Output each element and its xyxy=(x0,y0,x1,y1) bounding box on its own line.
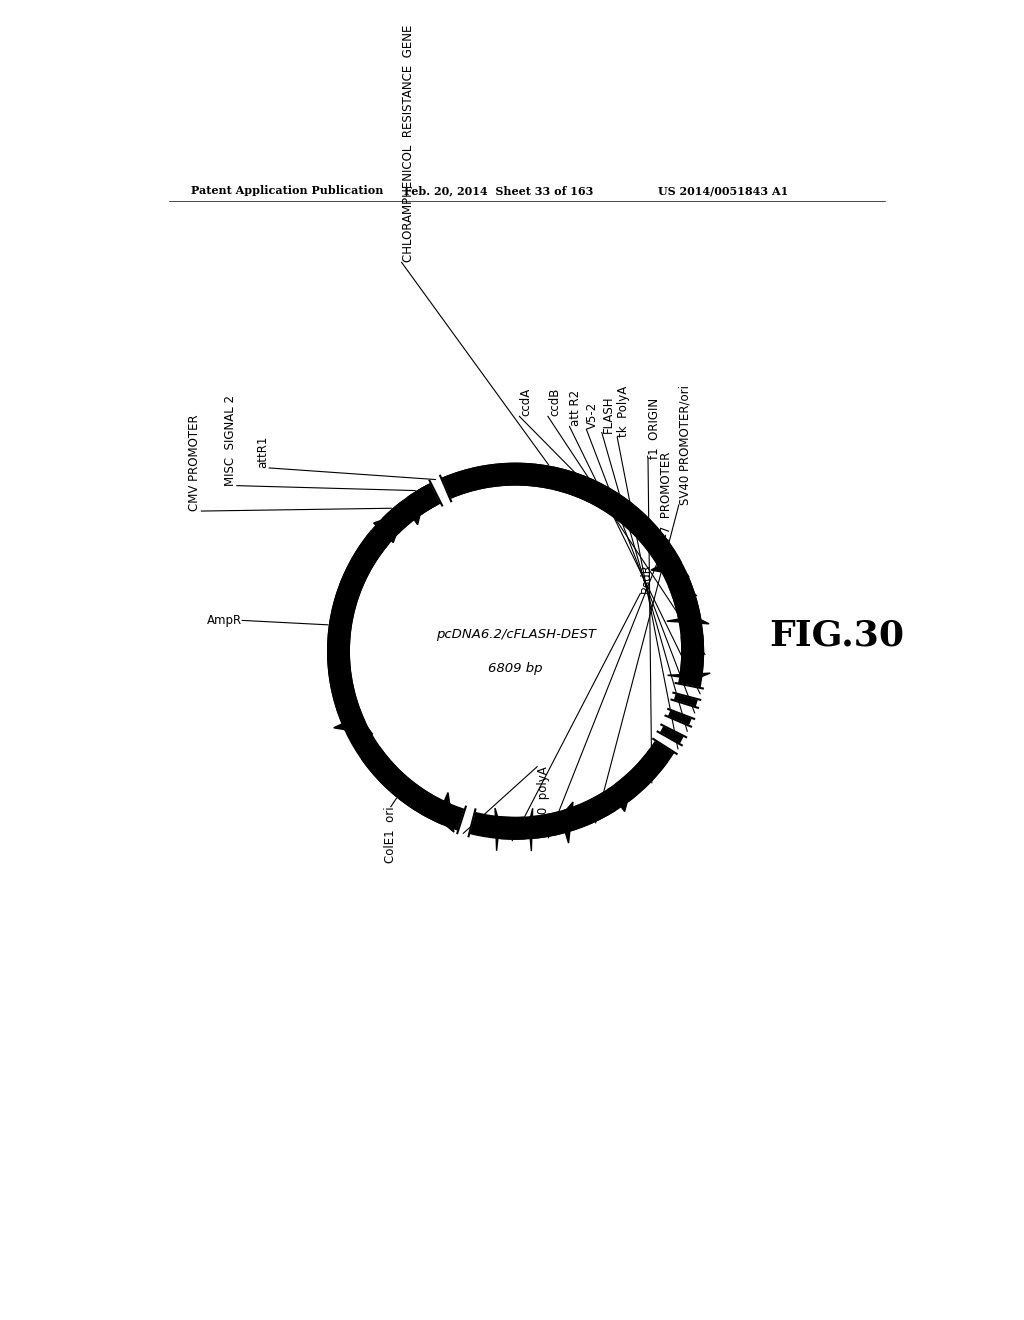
Text: Patent Application Publication: Patent Application Publication xyxy=(190,185,383,197)
Wedge shape xyxy=(361,747,451,824)
Wedge shape xyxy=(668,700,698,719)
Polygon shape xyxy=(529,808,532,851)
Polygon shape xyxy=(560,803,573,843)
Text: FLASH: FLASH xyxy=(602,395,614,433)
Wedge shape xyxy=(429,475,452,506)
Text: CHLORAMPHENICOL  RESISTANCE  GENE: CHLORAMPHENICOL RESISTANCE GENE xyxy=(401,25,415,263)
Polygon shape xyxy=(374,512,404,543)
Text: SV40  polyA: SV40 polyA xyxy=(538,767,550,837)
Wedge shape xyxy=(660,715,692,738)
Text: V5-2: V5-2 xyxy=(587,403,599,429)
Wedge shape xyxy=(383,502,416,533)
Wedge shape xyxy=(615,748,668,801)
Text: SV40 PROMOTER/ori: SV40 PROMOTER/ori xyxy=(679,385,692,506)
Polygon shape xyxy=(334,715,373,734)
Polygon shape xyxy=(651,557,689,577)
Text: FIG.30: FIG.30 xyxy=(770,619,905,653)
Text: ccdB: ccdB xyxy=(548,388,561,416)
Text: tk  PolyA: tk PolyA xyxy=(617,385,630,437)
Text: f1  ORIGIN: f1 ORIGIN xyxy=(648,397,662,459)
Wedge shape xyxy=(652,731,682,754)
Text: Feb. 20, 2014  Sheet 33 of 163: Feb. 20, 2014 Sheet 33 of 163 xyxy=(403,185,593,197)
Wedge shape xyxy=(457,807,475,837)
Wedge shape xyxy=(328,531,388,730)
Wedge shape xyxy=(410,486,437,513)
Text: att R2: att R2 xyxy=(569,391,583,426)
Polygon shape xyxy=(668,673,711,678)
Text: AmpR: AmpR xyxy=(207,614,243,627)
Text: MISC  SIGNAL 2: MISC SIGNAL 2 xyxy=(224,395,237,486)
Polygon shape xyxy=(495,808,500,851)
Wedge shape xyxy=(564,792,615,830)
Polygon shape xyxy=(667,616,709,624)
Wedge shape xyxy=(680,635,703,677)
Polygon shape xyxy=(608,777,634,812)
Text: ColE1  ori: ColE1 ori xyxy=(384,807,397,863)
Text: EM-7  PROMOTER: EM-7 PROMOTER xyxy=(660,451,674,554)
Text: attR1: attR1 xyxy=(256,436,269,469)
Text: pcDNA6.2/cFLASH-DEST: pcDNA6.2/cFLASH-DEST xyxy=(435,628,596,640)
Polygon shape xyxy=(437,792,454,832)
Text: BsdR: BsdR xyxy=(640,564,653,594)
Text: ccdA: ccdA xyxy=(519,388,532,416)
Text: CMV PROMOTER: CMV PROMOTER xyxy=(188,414,202,511)
Text: US 2014/0051843 A1: US 2014/0051843 A1 xyxy=(658,185,788,197)
Wedge shape xyxy=(673,682,703,700)
Wedge shape xyxy=(669,578,700,622)
Wedge shape xyxy=(496,817,525,840)
Text: 6809 bp: 6809 bp xyxy=(488,661,543,675)
Wedge shape xyxy=(530,812,564,838)
Polygon shape xyxy=(401,490,426,524)
Wedge shape xyxy=(408,463,681,573)
